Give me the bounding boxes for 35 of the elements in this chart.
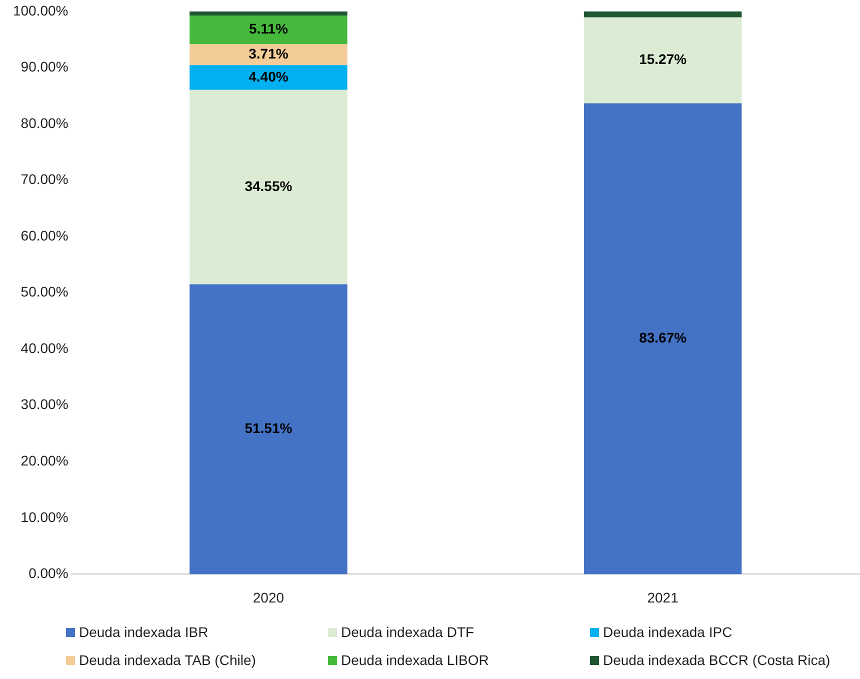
legend-label: Deuda indexada IPC [603, 624, 732, 640]
data-label: 3.71% [248, 46, 289, 62]
data-label: 83.67% [639, 330, 688, 346]
data-label: 51.51% [244, 420, 293, 436]
y-tick-label: 0.00% [28, 565, 68, 582]
bar [584, 103, 742, 574]
legend-label: Deuda indexada TAB (Chile) [79, 652, 256, 668]
bar [190, 44, 348, 66]
x-tick-label: 2020 [252, 589, 284, 606]
y-tick-label: 80.00% [20, 114, 68, 131]
y-tick-label: 20.00% [20, 452, 68, 468]
y-tick-label: 10.00% [20, 508, 68, 525]
y-tick-label: 70.00% [20, 171, 68, 188]
data-label: 34.55% [244, 178, 293, 194]
legend-label: Deuda indexada BCCR (Costa Rica) [603, 652, 830, 668]
bar [190, 65, 348, 90]
bar [584, 11, 742, 18]
y-tick-label: 60.00% [20, 227, 68, 244]
data-label: 4.40% [248, 68, 289, 84]
y-tick-label: 30.00% [20, 396, 68, 412]
y-tick-label: 100.00% [12, 2, 68, 18]
bar [190, 15, 348, 44]
data-label: 15.27% [639, 51, 688, 68]
bar [190, 11, 348, 16]
y-tick-label: 90.00% [20, 58, 68, 75]
legend-label: Deuda indexada DTF [341, 624, 474, 640]
bar [584, 17, 742, 104]
legend-label: Deuda indexada LIBOR [341, 652, 489, 668]
y-tick-label: 50.00% [20, 284, 68, 300]
bar [190, 90, 348, 284]
y-tick-label: 40.00% [20, 340, 68, 356]
data-label: 5.11% [248, 20, 288, 37]
bar [190, 284, 348, 574]
x-tick-label: 2021 [647, 589, 679, 606]
legend-label: Deuda indexada IBR [79, 624, 208, 640]
